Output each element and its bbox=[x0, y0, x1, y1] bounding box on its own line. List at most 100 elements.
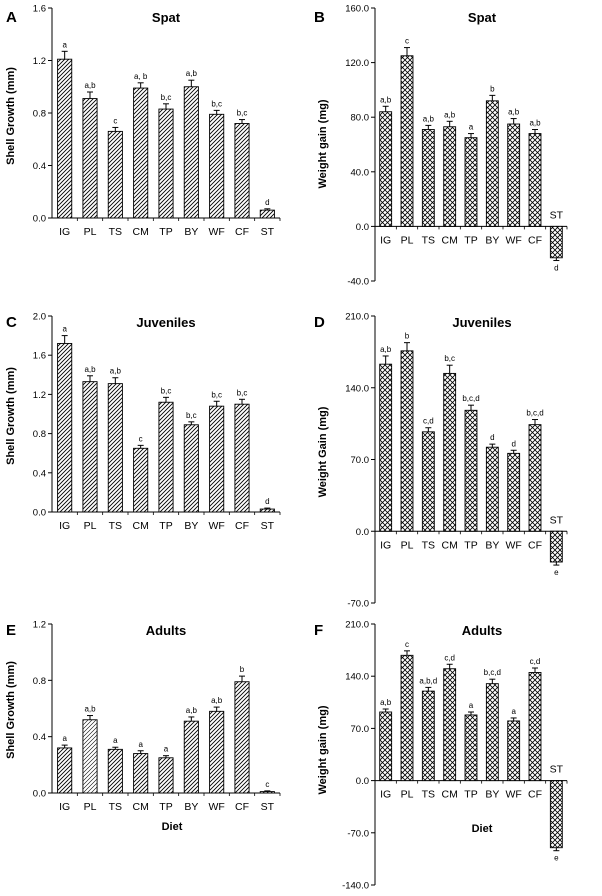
y-tick-label: 210.0 bbox=[345, 312, 369, 323]
y-axis-title: Weight Gain (mg) bbox=[317, 406, 329, 497]
y-tick-label: -40.0 bbox=[347, 277, 369, 288]
x-tick-label-tp: TP bbox=[159, 801, 172, 813]
x-tick-label-ig: IG bbox=[59, 226, 70, 238]
y-axis-title: Shell Growth (mm) bbox=[5, 67, 17, 165]
panel-title: Adults bbox=[146, 623, 186, 638]
significance-letter: a bbox=[511, 707, 516, 716]
bar-ts bbox=[421, 690, 435, 782]
y-tick-label: 0.0 bbox=[33, 789, 46, 800]
x-axis-title: Diet bbox=[162, 821, 183, 833]
bar-ig bbox=[379, 363, 393, 532]
bar-tp bbox=[158, 108, 174, 219]
significance-letter: b,c bbox=[211, 99, 222, 108]
x-tick-label-cm: CM bbox=[132, 226, 148, 238]
bar-tp bbox=[464, 137, 478, 227]
significance-letter: c bbox=[405, 37, 409, 46]
bar-pl bbox=[400, 55, 414, 227]
bar-wf bbox=[209, 405, 225, 513]
panel-title: Juveniles bbox=[452, 315, 511, 330]
significance-letter: a,b bbox=[508, 108, 520, 117]
y-axis-title: Shell Growth (mm) bbox=[5, 367, 17, 465]
significance-letter: a,b,d bbox=[419, 676, 437, 685]
bar-cm bbox=[443, 668, 457, 782]
significance-letter: a,b bbox=[211, 696, 223, 705]
bar-cf bbox=[528, 424, 542, 532]
bar-by bbox=[485, 683, 499, 782]
x-tick-label-pl: PL bbox=[84, 801, 97, 813]
significance-letter: a bbox=[469, 701, 474, 710]
bar-st bbox=[549, 530, 563, 563]
x-tick-label-tp: TP bbox=[464, 539, 477, 551]
bar-pl bbox=[82, 381, 98, 513]
x-tick-label-cf: CF bbox=[528, 789, 542, 801]
bar-pl bbox=[82, 98, 98, 219]
bar-by bbox=[485, 446, 499, 532]
bar-ig bbox=[57, 747, 73, 794]
bar-pl bbox=[82, 719, 98, 794]
x-tick-label-tp: TP bbox=[464, 789, 477, 801]
significance-letter: a,b bbox=[84, 705, 96, 714]
x-tick-label-pl: PL bbox=[401, 789, 414, 801]
bar-ts bbox=[107, 748, 123, 794]
y-tick-label: 2.0 bbox=[33, 312, 46, 323]
significance-letter: c bbox=[139, 434, 143, 443]
y-tick-label: 0.8 bbox=[33, 109, 46, 120]
y-axis-title: Weight gain (mg) bbox=[317, 99, 329, 188]
y-tick-label: 40.0 bbox=[351, 167, 370, 178]
panel-letter: A bbox=[6, 9, 17, 26]
y-tick-label: 0.0 bbox=[356, 222, 369, 233]
significance-letter: b,c bbox=[161, 93, 172, 102]
x-tick-label-tp: TP bbox=[159, 226, 172, 238]
significance-letter: a bbox=[62, 734, 67, 743]
bar-cm bbox=[133, 447, 149, 513]
panel-title: Juveniles bbox=[136, 315, 195, 330]
y-tick-label: 210.0 bbox=[345, 620, 369, 631]
y-tick-label: -70.0 bbox=[347, 599, 369, 610]
significance-letter: a,b bbox=[84, 81, 96, 90]
y-tick-label: 1.2 bbox=[33, 56, 46, 67]
bar-cm bbox=[133, 753, 149, 794]
panel-letter: B bbox=[314, 9, 325, 26]
bar-ts bbox=[107, 383, 123, 513]
y-tick-label: 0.0 bbox=[33, 508, 46, 519]
x-tick-label-st: ST bbox=[261, 226, 275, 238]
x-tick-label-wf: WF bbox=[209, 801, 225, 813]
significance-letter: a bbox=[469, 123, 474, 132]
x-tick-label-st: ST bbox=[261, 801, 275, 813]
bar-wf bbox=[209, 113, 225, 219]
bar-by bbox=[183, 720, 199, 794]
significance-letter: b bbox=[490, 84, 495, 93]
x-tick-label-ts: TS bbox=[109, 801, 122, 813]
significance-letter: b,c,d bbox=[526, 409, 543, 418]
significance-letter: a bbox=[164, 745, 169, 754]
x-tick-label-ts: TS bbox=[422, 539, 435, 551]
x-tick-label-ig: IG bbox=[380, 234, 391, 246]
bar-wf bbox=[507, 720, 521, 782]
significance-letter: a,b bbox=[380, 698, 392, 707]
y-tick-label: -140.0 bbox=[342, 881, 369, 892]
bar-cf bbox=[234, 681, 250, 794]
significance-letter: b,c,d bbox=[462, 394, 479, 403]
x-tick-label-by: BY bbox=[184, 520, 198, 532]
x-tick-label-cm: CM bbox=[441, 789, 457, 801]
x-tick-label-pl: PL bbox=[84, 226, 97, 238]
panel-f-weight-gain-adults: F Adults Weight gain (mg) Diet -140.0 -70… bbox=[314, 620, 568, 892]
y-tick-label: 0.0 bbox=[33, 214, 46, 225]
significance-letter: c bbox=[265, 780, 269, 789]
bar-cm bbox=[443, 126, 457, 227]
y-tick-label: 140.0 bbox=[345, 672, 369, 683]
significance-letter: b,c,d bbox=[484, 668, 501, 677]
bar-st bbox=[259, 209, 275, 219]
x-tick-label-cm: CM bbox=[441, 234, 457, 246]
bar-by bbox=[183, 424, 199, 513]
bar-cf bbox=[528, 133, 542, 227]
y-tick-label: 140.0 bbox=[345, 383, 369, 394]
significance-letter: e bbox=[554, 568, 559, 577]
significance-letter: e bbox=[554, 854, 559, 863]
y-tick-label: 70.0 bbox=[351, 455, 370, 466]
panel-letter: F bbox=[314, 622, 323, 639]
significance-letter: a bbox=[113, 736, 118, 745]
bar-cm bbox=[133, 87, 149, 219]
y-tick-label: 0.4 bbox=[33, 732, 46, 743]
x-tick-label-cf: CF bbox=[235, 801, 249, 813]
